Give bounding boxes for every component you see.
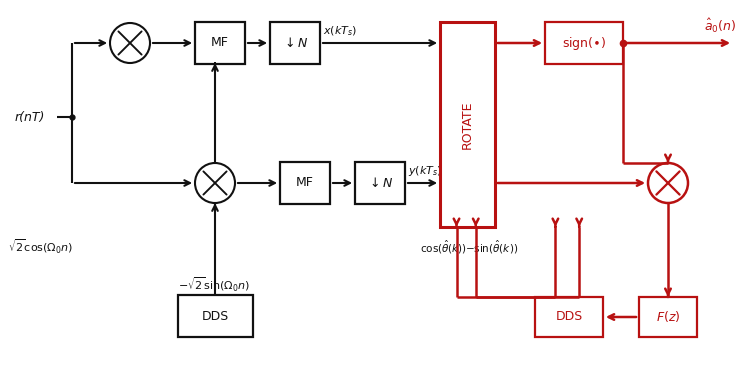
Text: $\downarrow N$: $\downarrow N$ (367, 176, 393, 190)
Bar (440, 22, 495, 227)
Bar (355, 162, 405, 204)
Text: MF: MF (211, 36, 229, 50)
Text: DDS: DDS (555, 311, 582, 323)
Text: $-\sin(\hat{\theta}(k))$: $-\sin(\hat{\theta}(k))$ (465, 239, 518, 256)
Text: $F(z)$: $F(z)$ (656, 310, 680, 324)
Text: ROTATE: ROTATE (461, 100, 474, 149)
Text: $-\sqrt{2}\sin(\Omega_0 n)$: $-\sqrt{2}\sin(\Omega_0 n)$ (178, 276, 250, 294)
Text: $\sqrt{2}\cos(\Omega_0 n)$: $\sqrt{2}\cos(\Omega_0 n)$ (8, 238, 73, 256)
Text: $\hat{a}_0(n)$: $\hat{a}_0(n)$ (704, 17, 736, 35)
Bar (280, 162, 330, 204)
Text: r(nT): r(nT) (15, 111, 45, 123)
Text: MF: MF (296, 177, 314, 189)
Bar (535, 297, 603, 337)
Text: $\downarrow N$: $\downarrow N$ (282, 36, 308, 50)
Bar (545, 22, 623, 64)
Text: DDS: DDS (202, 310, 229, 323)
Bar (270, 22, 320, 64)
Bar (639, 297, 697, 337)
Text: $\cos(\hat{\theta}(k))$: $\cos(\hat{\theta}(k))$ (420, 239, 467, 256)
Bar (178, 295, 253, 337)
Text: $x(kT_s)$: $x(kT_s)$ (323, 24, 357, 38)
Text: sign($\bullet$): sign($\bullet$) (562, 35, 606, 51)
Text: $y(kT_s)$: $y(kT_s)$ (408, 164, 442, 178)
Bar (195, 22, 245, 64)
